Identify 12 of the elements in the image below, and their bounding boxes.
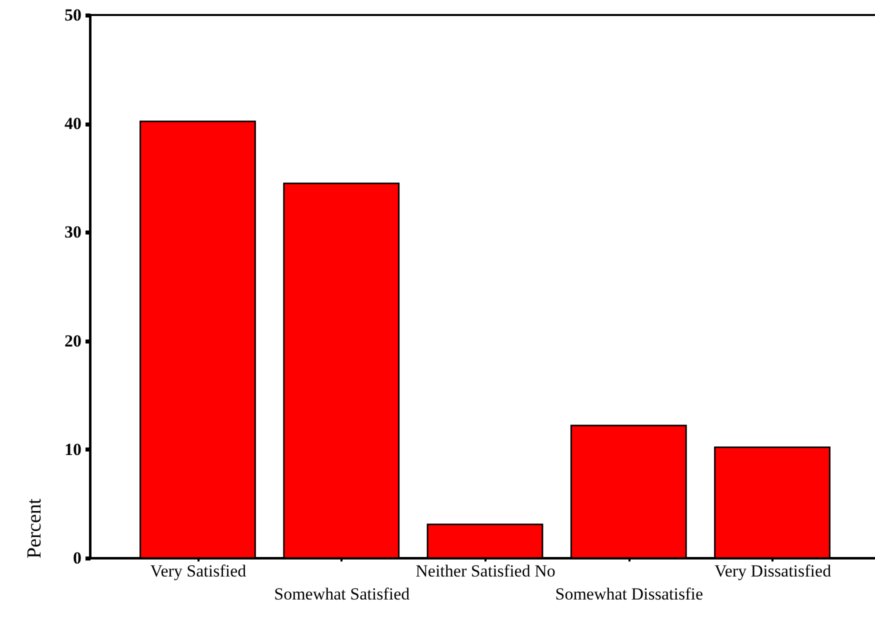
x-tick-label: Neither Satisfied No [416,562,556,580]
y-tick-label: 20 [64,331,82,350]
y-tick-label: 50 [64,6,82,24]
x-tick-label: Somewhat Dissatisfie [555,584,704,604]
y-tick-label: 30 [64,222,82,242]
x-tick-label: Very Dissatisfied [714,562,832,580]
y-tick-label: 0 [73,548,82,568]
x-tick-label: Somewhat Satisfied [274,584,410,604]
x-tick-label: Very Satisfied [150,562,247,580]
y-axis-title: Percent [24,498,46,558]
y-tick-label: 40 [64,114,82,134]
y-tick-label: 10 [64,440,82,459]
